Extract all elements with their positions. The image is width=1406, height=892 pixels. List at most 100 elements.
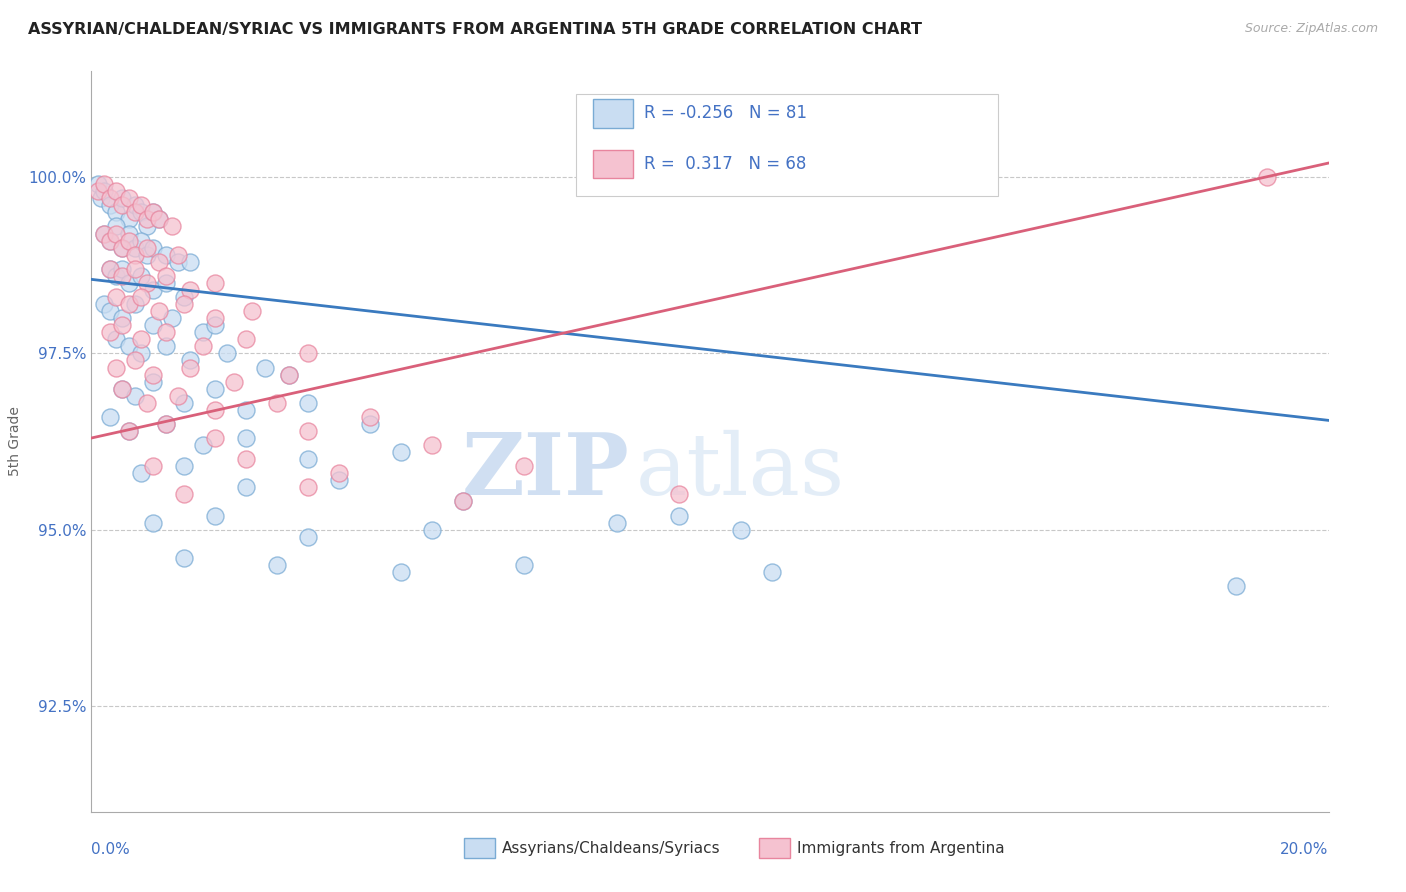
- Point: [111, 318, 134, 333]
- Point: [266, 396, 288, 410]
- Point: [90, 191, 112, 205]
- Text: atlas: atlas: [636, 430, 845, 513]
- Point: [204, 382, 226, 396]
- Point: [136, 396, 159, 410]
- Point: [111, 382, 134, 396]
- Point: [513, 459, 536, 474]
- Point: [297, 346, 319, 360]
- Point: [98, 261, 121, 276]
- Point: [117, 227, 139, 241]
- Point: [105, 268, 128, 283]
- Text: Immigrants from Argentina: Immigrants from Argentina: [797, 841, 1005, 855]
- Text: 0.0%: 0.0%: [91, 842, 131, 856]
- Point: [167, 389, 190, 403]
- Point: [105, 219, 128, 234]
- Point: [389, 445, 412, 459]
- Point: [420, 438, 443, 452]
- Point: [93, 177, 115, 191]
- Point: [179, 283, 201, 297]
- Point: [173, 396, 195, 410]
- Point: [204, 311, 226, 326]
- Point: [136, 248, 159, 262]
- Point: [105, 332, 128, 346]
- Point: [173, 487, 195, 501]
- Point: [235, 431, 257, 445]
- Point: [98, 409, 121, 424]
- Point: [93, 297, 115, 311]
- Point: [297, 396, 319, 410]
- Point: [173, 297, 195, 311]
- Point: [105, 360, 128, 375]
- Point: [142, 459, 165, 474]
- Point: [1225, 579, 1247, 593]
- Point: [204, 431, 226, 445]
- Point: [204, 508, 226, 523]
- Point: [129, 205, 152, 219]
- Point: [117, 191, 139, 205]
- Y-axis label: 5th Grade: 5th Grade: [7, 407, 21, 476]
- Point: [142, 241, 165, 255]
- Point: [155, 417, 177, 431]
- Point: [240, 304, 263, 318]
- Text: Assyrians/Chaldeans/Syriacs: Assyrians/Chaldeans/Syriacs: [502, 841, 720, 855]
- Point: [98, 234, 121, 248]
- Point: [117, 424, 139, 438]
- Point: [98, 234, 121, 248]
- Point: [217, 346, 239, 360]
- Point: [117, 276, 139, 290]
- Point: [513, 558, 536, 572]
- Text: 20.0%: 20.0%: [1281, 842, 1329, 856]
- Point: [328, 467, 350, 481]
- Point: [191, 325, 214, 339]
- Point: [204, 276, 226, 290]
- Point: [98, 191, 121, 205]
- Point: [278, 368, 301, 382]
- Point: [179, 254, 201, 268]
- Point: [129, 332, 152, 346]
- Point: [359, 409, 381, 424]
- Point: [124, 297, 146, 311]
- Point: [124, 389, 146, 403]
- Point: [1256, 170, 1278, 185]
- Point: [155, 248, 177, 262]
- Text: R =  0.317   N = 68: R = 0.317 N = 68: [644, 155, 806, 173]
- Point: [111, 241, 134, 255]
- Point: [142, 283, 165, 297]
- Point: [142, 205, 165, 219]
- Point: [266, 558, 288, 572]
- Point: [117, 212, 139, 227]
- Point: [93, 184, 115, 198]
- Point: [105, 227, 128, 241]
- Point: [148, 304, 170, 318]
- Point: [124, 241, 146, 255]
- Point: [105, 290, 128, 304]
- Point: [129, 346, 152, 360]
- Point: [105, 205, 128, 219]
- Point: [86, 177, 108, 191]
- Point: [124, 261, 146, 276]
- Point: [235, 480, 257, 494]
- Point: [111, 382, 134, 396]
- Point: [111, 311, 134, 326]
- Point: [297, 480, 319, 494]
- Point: [179, 353, 201, 368]
- Point: [111, 268, 134, 283]
- Text: R = -0.256   N = 81: R = -0.256 N = 81: [644, 104, 807, 122]
- Point: [124, 205, 146, 219]
- Point: [136, 219, 159, 234]
- Point: [730, 523, 752, 537]
- Point: [179, 360, 201, 375]
- Point: [129, 290, 152, 304]
- Point: [173, 459, 195, 474]
- Point: [98, 198, 121, 212]
- Point: [142, 516, 165, 530]
- Point: [117, 339, 139, 353]
- Point: [451, 494, 474, 508]
- Point: [142, 205, 165, 219]
- Point: [111, 198, 134, 212]
- Point: [668, 487, 690, 501]
- Text: ASSYRIAN/CHALDEAN/SYRIAC VS IMMIGRANTS FROM ARGENTINA 5TH GRADE CORRELATION CHAR: ASSYRIAN/CHALDEAN/SYRIAC VS IMMIGRANTS F…: [28, 22, 922, 37]
- Point: [129, 234, 152, 248]
- Point: [297, 424, 319, 438]
- Point: [98, 304, 121, 318]
